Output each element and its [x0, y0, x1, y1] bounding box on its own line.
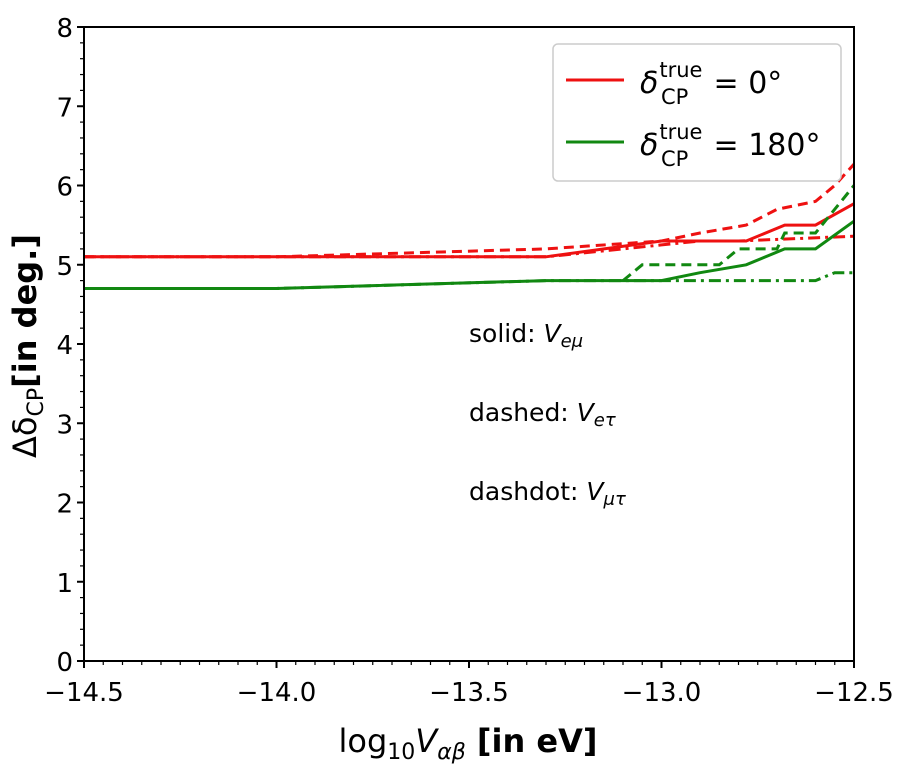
x-tick-label: −12.5 — [814, 678, 894, 708]
x-tick-label: −13.5 — [429, 678, 509, 708]
legend-entry-0: δtrue CP = 0° — [566, 58, 782, 109]
y-tick-label: 4 — [56, 331, 73, 361]
x-tick-label: −13.0 — [622, 678, 702, 708]
series-layer — [84, 163, 856, 290]
legend-box — [552, 43, 842, 182]
series-line-0 — [84, 202, 855, 259]
series-line-2 — [84, 234, 855, 259]
legend-label-1: δtrue CP = 180° — [640, 120, 820, 171]
y-tick-label: 1 — [56, 569, 73, 599]
y-tick-label: 0 — [56, 648, 73, 678]
series-line-1 — [84, 163, 856, 259]
annotation-dashed: dashed: Veτ — [469, 398, 616, 431]
series-line-3 — [84, 219, 855, 290]
y-tick-label: 8 — [56, 14, 73, 44]
legend: δtrue CP = 0° δtrue CP = 180° — [552, 43, 842, 182]
annotation-dashdot: dashdot: Vμτ — [469, 477, 626, 510]
x-tick-label: −14.5 — [44, 678, 124, 708]
x-tick-label: −14.0 — [237, 678, 317, 708]
y-tick-label: 6 — [56, 173, 73, 203]
y-tick-label: 5 — [56, 252, 73, 282]
x-axis-title: log10Vαβ [in eV] — [339, 722, 598, 765]
annotations: solid: Veμ dashed: Veτ dashdot: Vμτ — [469, 319, 626, 510]
y-tick-label: 3 — [56, 410, 73, 440]
series-line-5 — [84, 271, 854, 290]
legend-entry-1: δtrue CP = 180° — [566, 120, 820, 171]
series-line-4 — [622, 184, 856, 282]
annotation-solid: solid: Veμ — [469, 319, 583, 352]
y-axis-title: ΔδCP[in deg.] — [6, 234, 49, 458]
y-tick-label: 2 — [56, 490, 73, 520]
y-tick-label: 7 — [56, 93, 73, 123]
ticks-layer: −14.5 −14.0 −13.5 −13.0 −12.5 0 1 2 3 4 5 6 7 8 — [44, 14, 894, 708]
legend-label-0: δtrue CP = 0° — [640, 58, 782, 109]
